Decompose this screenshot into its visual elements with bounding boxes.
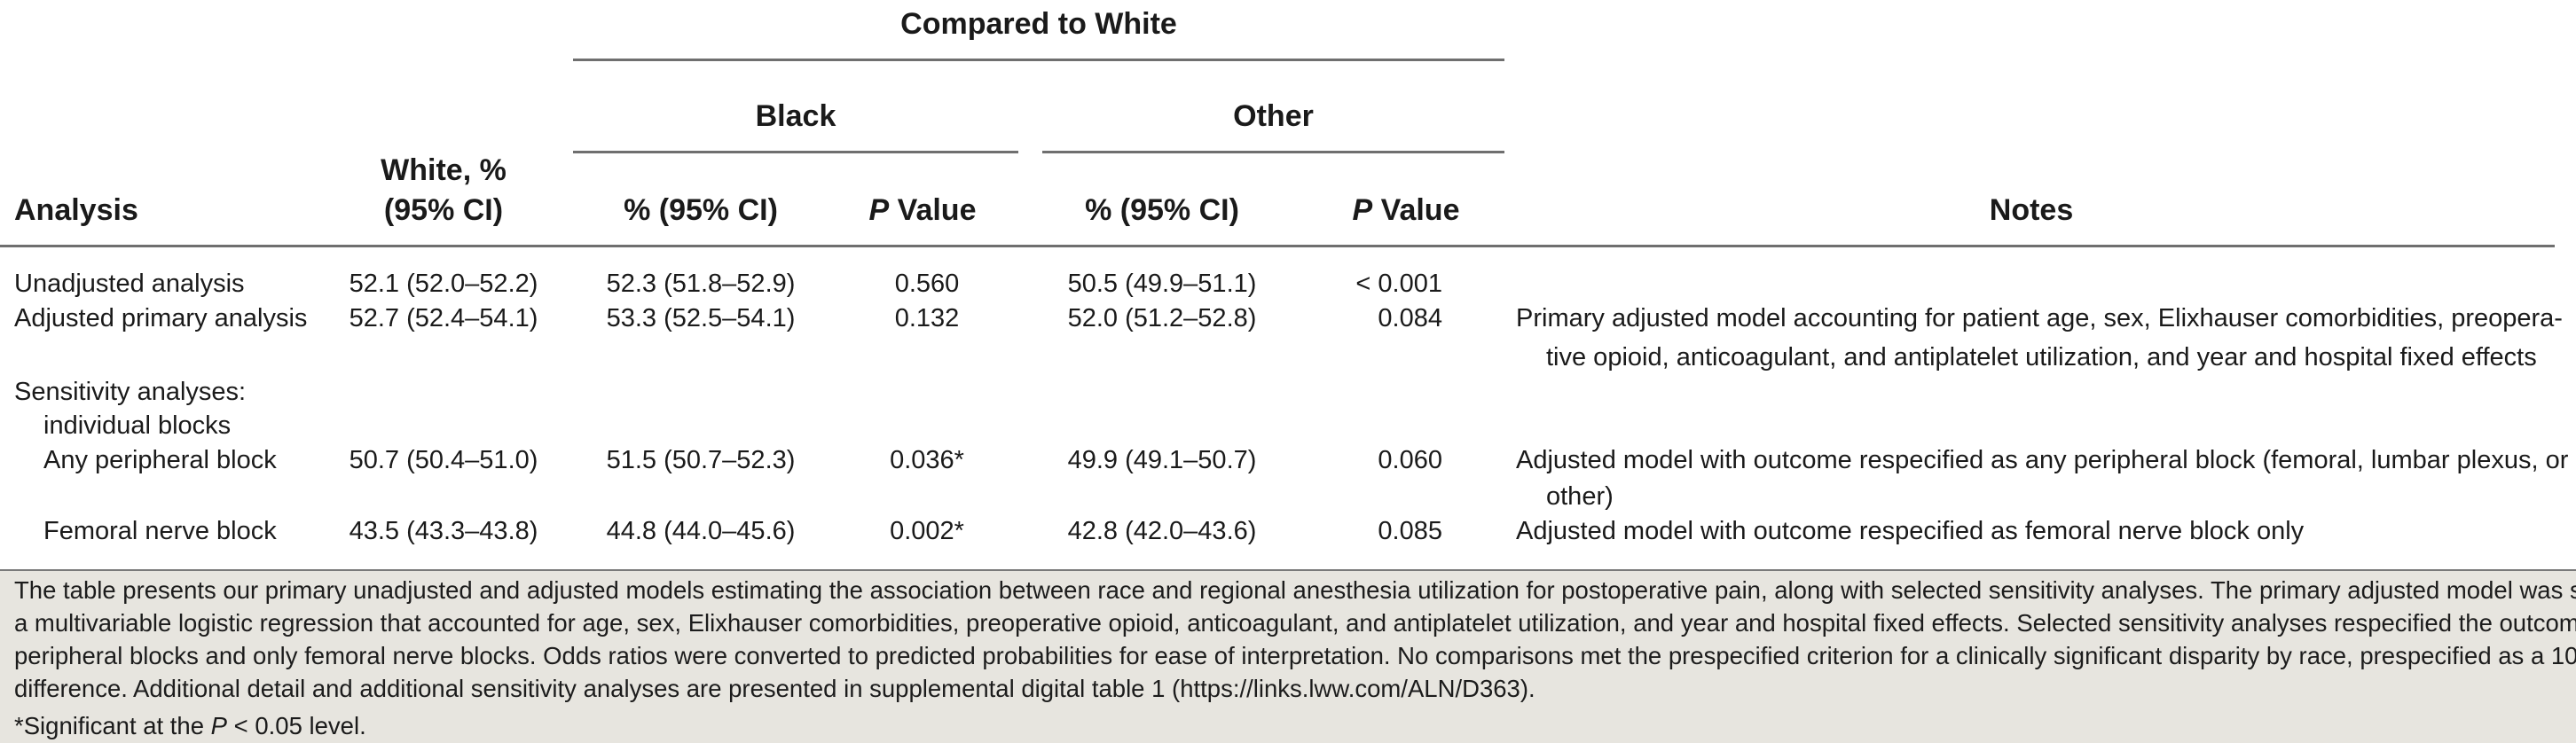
header-rule-other xyxy=(1042,151,1504,153)
header-notes: Notes xyxy=(1989,193,2074,227)
section-label-line1: Sensitivity analyses: xyxy=(14,378,247,406)
cell-black-p: 0.002* xyxy=(890,517,964,545)
header-rule-black xyxy=(573,151,1018,153)
cell-white: 43.5 (43.3–43.8) xyxy=(349,517,538,545)
header-white-line1: White, % xyxy=(381,153,507,187)
footnote-line: difference. Additional detail and additi… xyxy=(14,675,1535,702)
header-white-line2: (95% CI) xyxy=(383,193,504,227)
header-analysis: Analysis xyxy=(14,193,138,227)
section-label-line2: individual blocks xyxy=(43,411,232,440)
header-other-p-value: P Value xyxy=(1352,193,1460,227)
cell-other-p: 0.060 xyxy=(1378,446,1442,474)
header-black: Black xyxy=(755,99,836,133)
cell-white: 50.7 (50.4–51.0) xyxy=(349,446,538,474)
footnote-line: peripheral blocks and only femoral nerve… xyxy=(14,642,2576,669)
cell-notes-line1: Adjusted model with outcome respecified … xyxy=(1516,446,2569,474)
cell-other-pct: 49.9 (49.1–50.7) xyxy=(1067,446,1257,474)
cell-other-pct: 50.5 (49.9–51.1) xyxy=(1067,270,1257,298)
cell-other-p: 0.085 xyxy=(1378,517,1442,545)
row-label: Femoral nerve block xyxy=(43,517,277,545)
footer-top-rule xyxy=(0,569,2576,571)
cell-black-pct: 52.3 (51.8–52.9) xyxy=(606,270,796,298)
cell-other-pct: 42.8 (42.0–43.6) xyxy=(1067,517,1257,545)
cell-notes-line2: tive opioid, anticoagulant, and antiplat… xyxy=(1546,343,2537,372)
header-compared-to-white: Compared to White xyxy=(900,7,1177,41)
cell-black-pct: 51.5 (50.7–52.3) xyxy=(606,446,796,474)
significance-note: *Significant at the P < 0.05 level. xyxy=(14,712,366,739)
header-other-pct-ci: % (95% CI) xyxy=(1085,193,1239,227)
cell-white: 52.1 (52.0–52.2) xyxy=(349,270,538,298)
cell-other-p: < 0.001 xyxy=(1355,270,1442,298)
row-label: Adjusted primary analysis xyxy=(14,304,308,332)
row-label: Any peripheral block xyxy=(43,446,277,474)
cell-other-p: 0.084 xyxy=(1378,304,1442,332)
cell-other-pct: 52.0 (51.2–52.8) xyxy=(1067,304,1257,332)
cell-black-pct: 53.3 (52.5–54.1) xyxy=(606,304,796,332)
row-label: Unadjusted analysis xyxy=(14,270,245,298)
header-black-p-value: P Value xyxy=(868,193,977,227)
cell-black-pct: 44.8 (44.0–45.6) xyxy=(606,517,796,545)
header-rule-compared xyxy=(573,59,1504,61)
cell-notes-line2: other) xyxy=(1546,482,1614,511)
cell-black-p: 0.036* xyxy=(890,446,964,474)
header-bottom-rule xyxy=(0,245,2555,247)
footnote-line: The table presents our primary unadjuste… xyxy=(14,576,2576,604)
footnote-line: a multivariable logistic regression that… xyxy=(14,609,2576,637)
cell-white: 52.7 (52.4–54.1) xyxy=(349,304,538,332)
cell-notes-line1: Adjusted model with outcome respecified … xyxy=(1516,517,2305,545)
cell-notes-line1: Primary adjusted model accounting for pa… xyxy=(1516,304,2563,332)
cell-black-p: 0.560 xyxy=(894,270,960,298)
table-footnote-panel xyxy=(0,570,2576,743)
cell-black-p: 0.132 xyxy=(894,304,960,332)
header-other: Other xyxy=(1233,99,1314,133)
header-black-pct-ci: % (95% CI) xyxy=(624,193,778,227)
